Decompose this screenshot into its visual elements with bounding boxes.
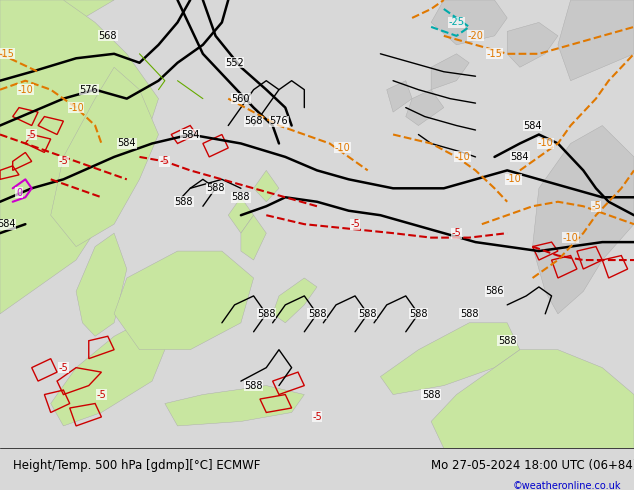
- Polygon shape: [76, 233, 127, 336]
- Polygon shape: [241, 215, 266, 260]
- Polygon shape: [380, 323, 520, 394]
- Text: 552: 552: [225, 58, 244, 68]
- Text: 584: 584: [523, 121, 542, 130]
- Text: Height/Temp. 500 hPa [gdmp][°C] ECMWF: Height/Temp. 500 hPa [gdmp][°C] ECMWF: [13, 459, 260, 471]
- Polygon shape: [165, 386, 304, 426]
- Text: -5: -5: [591, 201, 601, 211]
- Polygon shape: [507, 23, 558, 67]
- Polygon shape: [114, 251, 254, 350]
- Text: -5: -5: [58, 363, 68, 373]
- Text: -10: -10: [563, 233, 578, 243]
- Text: 560: 560: [231, 94, 250, 104]
- Text: -10: -10: [335, 143, 350, 153]
- Text: -10: -10: [538, 139, 553, 148]
- Polygon shape: [431, 54, 469, 90]
- Text: 588: 588: [358, 309, 377, 319]
- Text: 584: 584: [117, 139, 136, 148]
- Text: -10: -10: [455, 152, 470, 162]
- Text: 584: 584: [0, 219, 16, 229]
- Text: -15: -15: [486, 49, 503, 59]
- Text: -5: -5: [160, 156, 170, 167]
- Text: -20: -20: [467, 31, 484, 41]
- Polygon shape: [51, 323, 165, 426]
- Text: 588: 588: [206, 183, 225, 194]
- Text: -10: -10: [18, 85, 33, 95]
- Text: 584: 584: [181, 129, 200, 140]
- Text: -5: -5: [96, 390, 107, 399]
- Polygon shape: [273, 278, 317, 323]
- Text: 568: 568: [98, 31, 117, 41]
- Text: 588: 588: [422, 390, 441, 399]
- Text: 588: 588: [244, 381, 263, 391]
- Text: 588: 588: [409, 309, 428, 319]
- Polygon shape: [387, 81, 412, 112]
- Text: -25: -25: [448, 18, 465, 27]
- Polygon shape: [533, 125, 634, 314]
- Polygon shape: [431, 350, 634, 448]
- Text: -5: -5: [312, 412, 322, 422]
- Polygon shape: [0, 0, 114, 202]
- Polygon shape: [406, 90, 444, 125]
- Text: 588: 588: [498, 336, 517, 346]
- Text: 588: 588: [460, 309, 479, 319]
- Polygon shape: [0, 0, 158, 314]
- Polygon shape: [254, 171, 279, 202]
- Text: -5: -5: [350, 219, 360, 229]
- Text: 568: 568: [244, 116, 263, 126]
- Text: 0: 0: [16, 188, 22, 198]
- Text: -5: -5: [27, 129, 37, 140]
- Text: 584: 584: [510, 152, 529, 162]
- Text: 576: 576: [79, 85, 98, 95]
- Text: 588: 588: [174, 197, 193, 207]
- Text: 588: 588: [257, 309, 276, 319]
- Text: -15: -15: [0, 49, 15, 59]
- Text: 588: 588: [307, 309, 327, 319]
- Text: -5: -5: [58, 156, 68, 167]
- Text: -10: -10: [68, 102, 84, 113]
- Text: ©weatheronline.co.uk: ©weatheronline.co.uk: [513, 481, 621, 490]
- Text: -5: -5: [451, 228, 462, 238]
- Text: 586: 586: [485, 287, 504, 296]
- Text: 588: 588: [231, 192, 250, 202]
- Polygon shape: [228, 197, 254, 233]
- Text: 576: 576: [269, 116, 288, 126]
- Text: -10: -10: [506, 174, 521, 184]
- Polygon shape: [431, 0, 507, 45]
- Polygon shape: [51, 67, 158, 246]
- Polygon shape: [558, 0, 634, 81]
- Text: Mo 27-05-2024 18:00 UTC (06+84): Mo 27-05-2024 18:00 UTC (06+84): [431, 459, 634, 471]
